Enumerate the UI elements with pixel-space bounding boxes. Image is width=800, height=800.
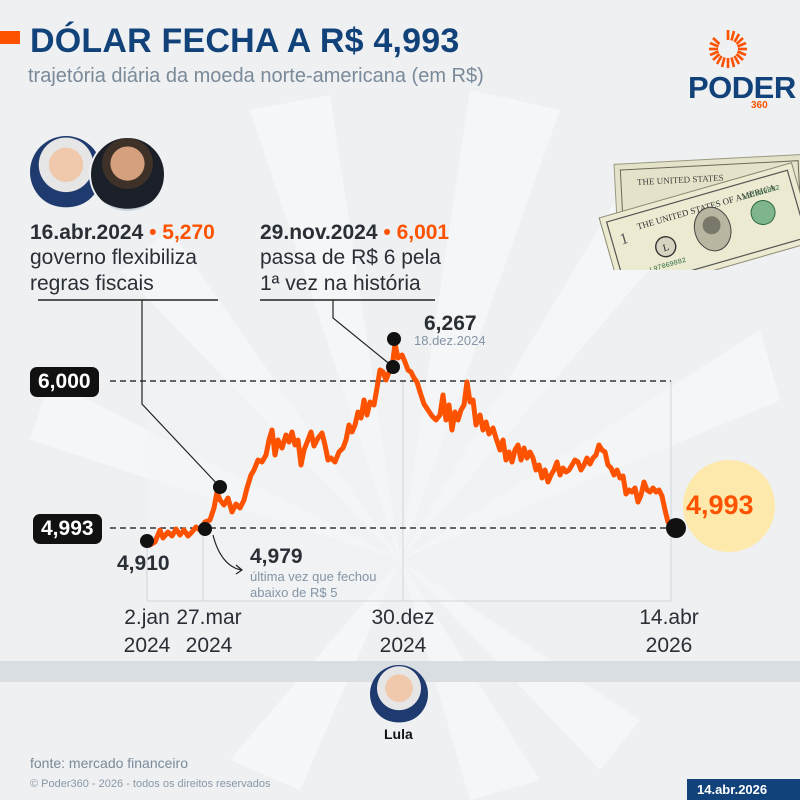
annotation-value: 6,001 bbox=[396, 221, 450, 244]
annotation-text-line1: governo flexibiliza bbox=[30, 246, 197, 269]
y-label-6000: 6,000 bbox=[30, 367, 99, 397]
annotation-text-line2: regras fiscais bbox=[30, 272, 154, 295]
government-name-label: Lula bbox=[384, 726, 413, 742]
last-below-value-label: 4,979 bbox=[250, 545, 303, 568]
source-text: fonte: mercado financeiro bbox=[30, 755, 188, 771]
annotation-date: 16.abr.2024 bbox=[30, 221, 144, 244]
marker-peak bbox=[387, 332, 401, 346]
peak-value-label: 6,267 bbox=[424, 312, 477, 335]
y-label-4993: 4,993 bbox=[33, 514, 102, 544]
plot-area bbox=[147, 381, 671, 601]
marker-passes-6 bbox=[386, 360, 400, 374]
publication-date-badge: 14.abr.2026 bbox=[687, 779, 800, 800]
avatar-haddad bbox=[89, 136, 166, 213]
annotation-text-line2: 1ª vez na história bbox=[260, 272, 421, 295]
svg-text:THE UNITED STATES: THE UNITED STATES bbox=[637, 173, 724, 188]
marker-start bbox=[140, 534, 154, 548]
annotation-passes-6: 29.nov.2024 • 6,001 passa de R$ 6 pela 1… bbox=[260, 221, 449, 297]
brand-logo-suffix: 360 bbox=[751, 100, 768, 111]
x-tick-14abr2026: 14.abr 2026 bbox=[639, 606, 699, 657]
accent-bar bbox=[0, 31, 20, 44]
copyright-text: © Poder360 - 2026 - todos os direitos re… bbox=[30, 778, 271, 790]
final-value-label: 4,993 bbox=[686, 490, 754, 520]
annotation-separator: • bbox=[143, 221, 163, 244]
poder360-sun-logo-icon bbox=[709, 30, 747, 68]
leader-line-passes-6 bbox=[332, 300, 393, 367]
final-value-highlight bbox=[683, 460, 775, 552]
annotation-text-line1: passa de R$ 6 pela bbox=[260, 246, 441, 269]
start-value-label: 4,910 bbox=[117, 552, 170, 575]
page-subtitle: trajetória diária da moeda norte-america… bbox=[28, 65, 484, 87]
peak-date-label: 18.dez.2024 bbox=[414, 333, 486, 348]
marker-fiscal-rules bbox=[213, 480, 227, 494]
svg-text:L: L bbox=[662, 242, 671, 254]
x-tick-30dez2024: 30.dez 2024 bbox=[371, 606, 435, 657]
page-title: DÓLAR FECHA A R$ 4,993 bbox=[30, 22, 460, 60]
dollar-bills-illustration-icon: THE UNITED STATES THE UNITED STATES OF A… bbox=[598, 153, 800, 270]
brand-logo-text: PODER bbox=[688, 70, 796, 105]
x-tick-2jan2024: 2.jan 2024 bbox=[123, 606, 171, 657]
arrow-last-below-5 bbox=[212, 534, 243, 571]
last-below-text-line2: abaixo de R$ 5 bbox=[250, 585, 338, 600]
leader-line-fiscal bbox=[141, 300, 221, 488]
annotation-fiscal-rules: 16.abr.2024 • 5,270 governo flexibiliza … bbox=[30, 221, 215, 297]
last-below-text-line1: última vez que fechou bbox=[250, 569, 377, 584]
dollar-price-line bbox=[147, 341, 674, 548]
annotation-value: 5,270 bbox=[162, 221, 215, 244]
avatar-lula-2 bbox=[370, 665, 428, 723]
annotation-separator: • bbox=[377, 221, 397, 244]
marker-last-below-5 bbox=[198, 522, 212, 536]
x-tick-27mar2024: 27.mar 2024 bbox=[176, 606, 242, 657]
annotation-date: 29.nov.2024 bbox=[260, 221, 378, 244]
marker-final bbox=[666, 518, 686, 538]
